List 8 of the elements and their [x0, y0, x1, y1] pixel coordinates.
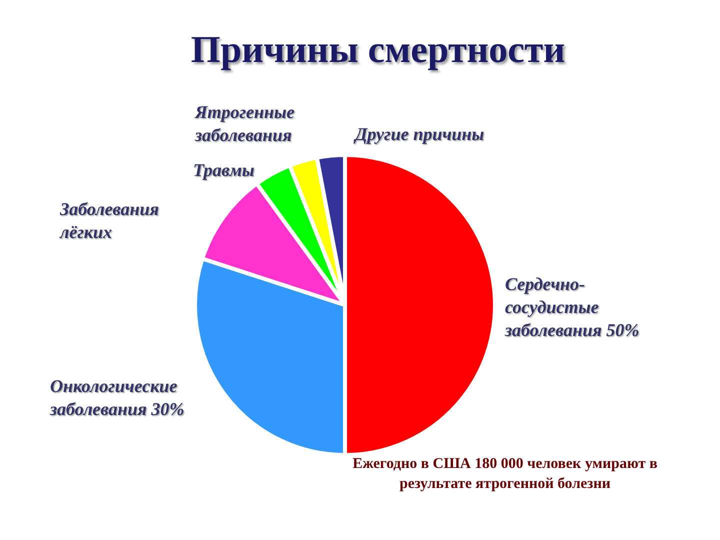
slice-label: Другие причины — [353, 124, 484, 144]
chart-title: Причины смертности — [190, 29, 566, 71]
slice-label: Заболевания лёгких — [59, 199, 159, 242]
slice-label: Травмы — [193, 160, 254, 180]
slice-label: Ятрогенные заболевания — [194, 102, 295, 145]
slice-label: Сердечно-сосудистые заболевания 50% — [504, 274, 640, 340]
slice-label: Онкологические заболевания 30% — [49, 376, 184, 419]
text: Ежегодно в США 180 000 человек умирают в результате ятрогенной болезни — [352, 456, 658, 492]
